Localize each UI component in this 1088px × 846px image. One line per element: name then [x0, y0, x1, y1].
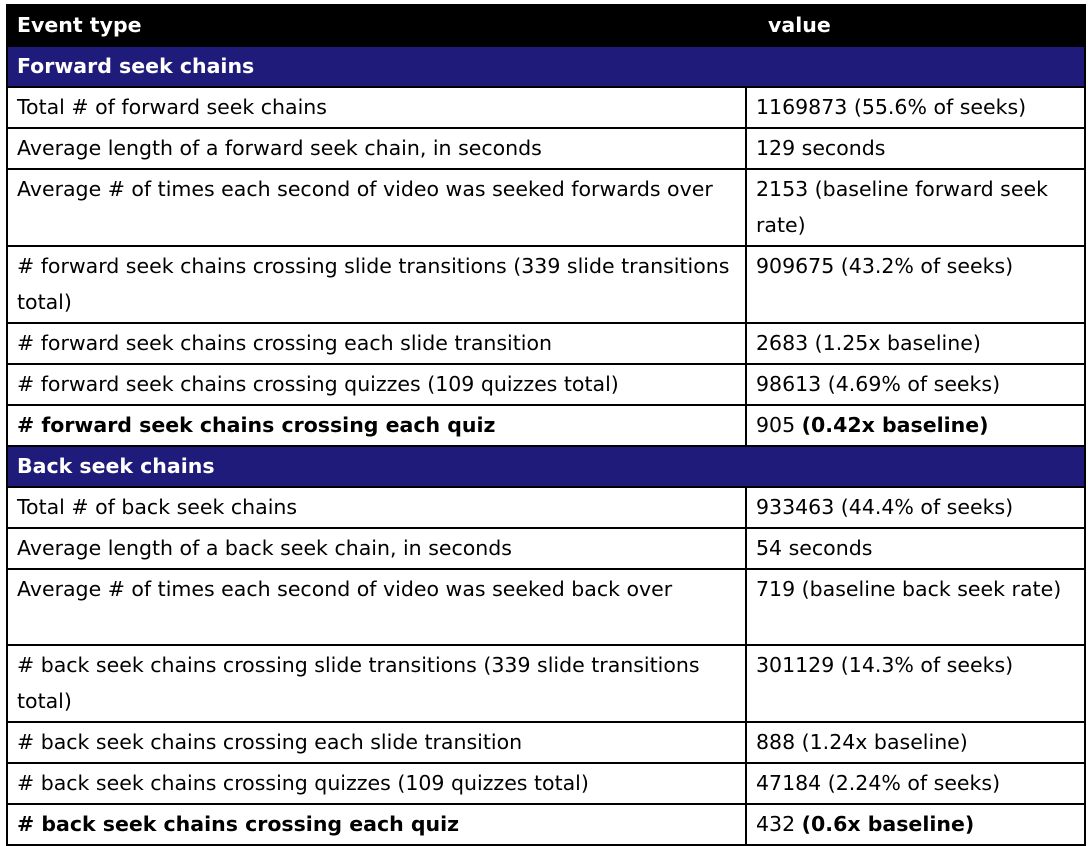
row-value: 98613 (4.69% of seeks) — [745, 363, 1086, 406]
table-row: # back seek chains crossing each slide t… — [6, 721, 1086, 764]
table-header-row: Event type value — [6, 4, 1086, 47]
seek-chain-table-container: Event type value Forward seek chains Tot… — [6, 4, 1086, 846]
row-label: Average # of times each second of video … — [6, 168, 747, 247]
row-label: # back seek chains crossing quizzes (109… — [6, 762, 747, 805]
row-value: 432 (0.6x baseline) — [745, 803, 1086, 846]
row-value: 54 seconds — [745, 527, 1086, 570]
row-value-number: 432 — [756, 812, 796, 836]
row-value-note: (0.42x baseline) — [801, 413, 989, 437]
table-row: # forward seek chains crossing each slid… — [6, 322, 1086, 365]
table-row: Total # of forward seek chains 1169873 (… — [6, 86, 1086, 129]
row-label: Total # of back seek chains — [6, 486, 747, 529]
row-label: # back seek chains crossing each slide t… — [6, 721, 747, 764]
row-label: # forward seek chains crossing slide tra… — [6, 245, 747, 324]
row-value-note: (0.6x baseline) — [801, 812, 975, 836]
row-label: # back seek chains crossing slide transi… — [6, 644, 747, 723]
row-value: 909675 (43.2% of seeks) — [745, 245, 1086, 324]
table-row: Average length of a back seek chain, in … — [6, 527, 1086, 570]
row-value: 129 seconds — [745, 127, 1086, 170]
row-value-number: 905 — [756, 413, 796, 437]
table-row: # forward seek chains crossing slide tra… — [6, 245, 1086, 324]
table-row: # back seek chains crossing each quiz 43… — [6, 803, 1086, 846]
row-value: 301129 (14.3% of seeks) — [745, 644, 1086, 723]
table-row: Total # of back seek chains 933463 (44.4… — [6, 486, 1086, 529]
header-value: value — [745, 4, 1086, 47]
row-value: 1169873 (55.6% of seeks) — [745, 86, 1086, 129]
row-label: Total # of forward seek chains — [6, 86, 747, 129]
table-row: Average # of times each second of video … — [6, 168, 1086, 247]
row-label: # back seek chains crossing each quiz — [6, 803, 747, 846]
section-title: Forward seek chains — [6, 45, 1086, 88]
table-row: # forward seek chains crossing each quiz… — [6, 404, 1086, 447]
row-value: 933463 (44.4% of seeks) — [745, 486, 1086, 529]
table-row: # back seek chains crossing slide transi… — [6, 644, 1086, 723]
table-row: Average # of times each second of video … — [6, 568, 1086, 646]
row-value: 719 (baseline back seek rate) — [745, 568, 1086, 646]
row-value: 888 (1.24x baseline) — [745, 721, 1086, 764]
row-value: 47184 (2.24% of seeks) — [745, 762, 1086, 805]
seek-chain-table: Event type value Forward seek chains Tot… — [6, 4, 1086, 846]
section-forward-seek-chains: Forward seek chains — [6, 45, 1086, 88]
header-event-type: Event type — [6, 4, 747, 47]
row-value: 905 (0.42x baseline) — [745, 404, 1086, 447]
table-row: # forward seek chains crossing quizzes (… — [6, 363, 1086, 406]
row-value: 2153 (baseline forward seek rate) — [745, 168, 1086, 247]
section-back-seek-chains: Back seek chains — [6, 445, 1086, 488]
row-label: # forward seek chains crossing each slid… — [6, 322, 747, 365]
row-label: Average length of a back seek chain, in … — [6, 527, 747, 570]
section-title: Back seek chains — [6, 445, 1086, 488]
table-row: # back seek chains crossing quizzes (109… — [6, 762, 1086, 805]
row-label: # forward seek chains crossing quizzes (… — [6, 363, 747, 406]
row-label: Average length of a forward seek chain, … — [6, 127, 747, 170]
row-label: # forward seek chains crossing each quiz — [6, 404, 747, 447]
row-value: 2683 (1.25x baseline) — [745, 322, 1086, 365]
row-label: Average # of times each second of video … — [6, 568, 747, 646]
table-row: Average length of a forward seek chain, … — [6, 127, 1086, 170]
